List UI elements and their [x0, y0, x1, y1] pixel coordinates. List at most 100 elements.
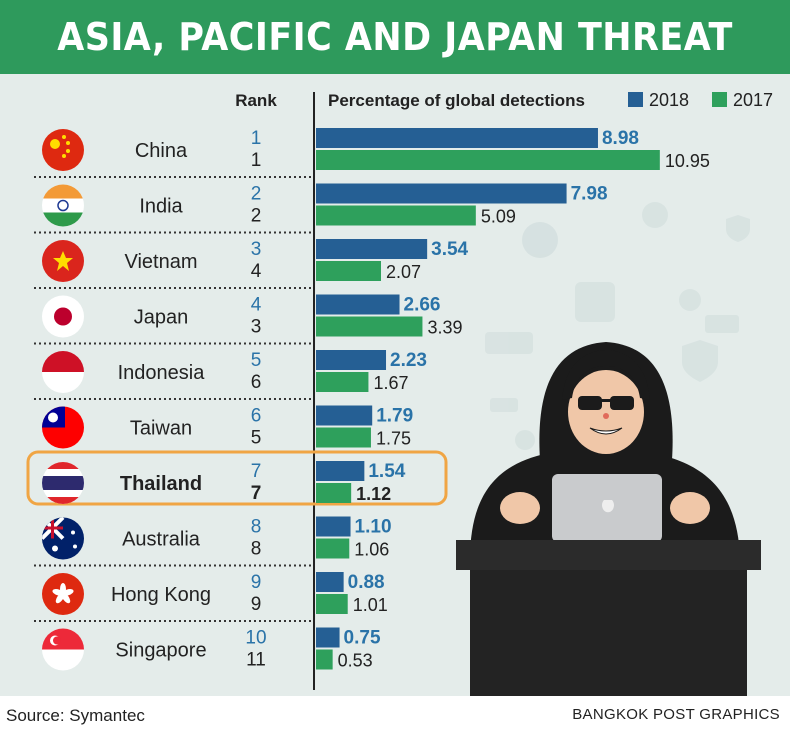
highlight-box [26, 450, 448, 506]
bar-2017-indonesia [316, 372, 369, 392]
value-2017-india: 5.09 [481, 207, 516, 227]
rank-2018-china: 1 [251, 128, 262, 149]
country-row: Australia 88 1.101.06 [34, 516, 392, 567]
country-label-india: India [139, 196, 183, 218]
value-2017-taiwan: 1.75 [376, 429, 411, 449]
value-2018-japan: 2.66 [404, 295, 441, 316]
coin-icon-small [679, 289, 701, 311]
security-background-icons [485, 202, 750, 450]
rank-header: Rank [235, 91, 277, 110]
rank-2017-china: 1 [251, 150, 262, 171]
bar-2018-hong-kong [316, 572, 344, 592]
country-label-indonesia: Indonesia [118, 362, 206, 384]
country-row: Hong Kong 99 0.881.01 [34, 572, 388, 622]
country-label-vietnam: Vietnam [124, 251, 197, 273]
bar-2018-australia [316, 516, 351, 537]
rank-2017-australia: 8 [251, 539, 262, 560]
japan-flag-icon [42, 295, 84, 338]
taiwan-flag-icon [42, 406, 84, 449]
legend-swatch-2018 [628, 92, 643, 107]
country-row: Indonesia 56 2.231.67 [34, 350, 427, 400]
country-label-singapore: Singapore [115, 640, 206, 662]
country-row: Thailand 77 1.541.12 [26, 450, 448, 506]
bar-2018-china [316, 128, 598, 148]
country-label-hong-kong: Hong Kong [111, 584, 211, 606]
country-label-japan: Japan [134, 307, 189, 329]
rank-2018-taiwan: 6 [251, 406, 262, 427]
singapore-flag-icon [42, 628, 84, 671]
bar-2017-vietnam [316, 261, 381, 281]
footer [0, 696, 790, 737]
shield-icon [682, 340, 718, 382]
title-banner [0, 0, 790, 74]
bar-2017-singapore [316, 649, 333, 670]
china-flag-icon [42, 129, 84, 171]
value-2017-china: 10.95 [665, 151, 710, 171]
padlock-icon [575, 282, 615, 322]
value-2017-thailand: 1.12 [356, 484, 391, 504]
country-label-china: China [135, 140, 188, 162]
country-label-taiwan: Taiwan [130, 418, 192, 440]
rank-2018-thailand: 7 [251, 461, 262, 482]
credit-card-icon [485, 332, 533, 354]
country-row: India 22 7.98 5.09 [34, 183, 608, 234]
bar-2018-singapore [316, 627, 340, 648]
bar-2018-japan [316, 294, 400, 315]
bar-2017-taiwan [316, 427, 371, 448]
legend-label-2018: 2018 [649, 90, 689, 110]
bar-2018-india [316, 183, 567, 204]
bar-2017-australia [316, 538, 350, 559]
value-2018-australia: 1.10 [355, 517, 392, 538]
value-2017-indonesia: 1.67 [373, 373, 408, 393]
rank-2017-thailand: 7 [251, 483, 262, 504]
rank-2017-indonesia: 6 [251, 372, 262, 393]
rank-2017-taiwan: 5 [251, 428, 262, 449]
value-2018-china: 8.98 [602, 128, 639, 149]
rank-2018-singapore: 10 [245, 628, 266, 649]
hong-kong-flag-icon [42, 573, 84, 615]
legend-swatch-2017 [712, 92, 727, 107]
hooded-hacker-with-laptop-icon [456, 342, 761, 696]
country-row: Vietnam 34 3.54 2.07 [34, 239, 469, 289]
bar-2017-japan [316, 316, 423, 337]
rank-2017-japan: 3 [251, 317, 262, 338]
country-row: Japan 43 2.663.39 [34, 294, 462, 345]
value-2017-japan: 3.39 [427, 318, 462, 338]
credit-card-icon-small [705, 315, 739, 333]
source-note: Source: Symantec [6, 706, 145, 725]
rank-2017-india: 2 [251, 206, 262, 227]
bar-2018-vietnam [316, 239, 428, 259]
country-row: China 11 8.98 10.95 [34, 128, 710, 178]
lock-icon [642, 202, 668, 228]
value-2018-india: 7.98 [571, 184, 608, 205]
coin-icon [522, 222, 558, 258]
value-2018-indonesia: 2.23 [390, 350, 427, 371]
rank-2017-vietnam: 4 [251, 261, 262, 282]
country-label-thailand: Thailand [120, 473, 202, 495]
rank-2018-india: 2 [251, 184, 262, 205]
value-2018-singapore: 0.75 [344, 628, 381, 649]
value-2018-hong-kong: 0.88 [348, 572, 385, 593]
value-header: Percentage of global detections [328, 91, 585, 110]
bar-2017-thailand [316, 483, 352, 503]
coin-icon-tiny [515, 430, 535, 450]
card-icon [490, 398, 518, 412]
rank-2018-vietnam: 3 [251, 239, 262, 260]
shield-icon-small [726, 215, 750, 242]
thailand-flag-icon [42, 462, 84, 504]
value-2018-vietnam: 3.54 [431, 239, 468, 260]
graphics-credit: BANGKOK POST GRAPHICS [572, 706, 780, 723]
value-2017-singapore: 0.53 [338, 651, 373, 671]
bar-2017-china [316, 150, 660, 170]
country-label-australia: Australia [122, 529, 201, 551]
bar-2018-thailand [316, 461, 365, 481]
bar-2017-hong-kong [316, 594, 348, 614]
australia-flag-icon [42, 517, 84, 560]
value-2017-australia: 1.06 [354, 540, 389, 560]
bar-2018-indonesia [316, 350, 387, 370]
rank-2017-singapore: 11 [246, 650, 266, 671]
bar-2018-taiwan [316, 405, 373, 426]
rank-2018-australia: 8 [251, 517, 262, 538]
country-row: Taiwan 65 1.791.75 [42, 405, 413, 449]
